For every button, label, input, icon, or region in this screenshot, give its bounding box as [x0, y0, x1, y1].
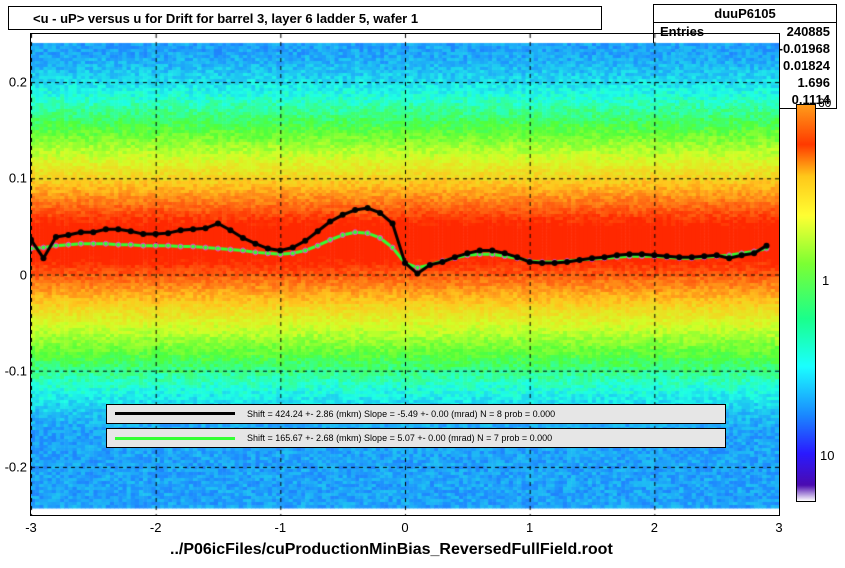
y-tick: -0.2: [1, 459, 27, 474]
root-plot: <u - uP> versus u for Drift for barrel 3…: [0, 0, 845, 568]
legend-row: Shift = 424.24 +- 2.86 (mkm) Slope = -5.…: [106, 404, 726, 424]
y-tick: 0.1: [1, 171, 27, 186]
plot-area: -0.2-0.100.10.2 -3-2-10123 Shift = 424.2…: [30, 33, 780, 516]
plot-title: <u - uP> versus u for Drift for barrel 3…: [8, 6, 602, 30]
x-tick: -1: [275, 520, 287, 535]
stats-name: duuP6105: [654, 5, 836, 23]
y-tick: -0.1: [1, 363, 27, 378]
x-tick: 0: [401, 520, 408, 535]
colorbar-max-label: 60: [818, 96, 831, 110]
legend-row: Shift = 165.67 +- 2.68 (mkm) Slope = 5.0…: [106, 428, 726, 448]
colorbar-tick-1: 1: [822, 273, 829, 288]
x-tick: 1: [526, 520, 533, 535]
x-tick: -3: [25, 520, 37, 535]
x-axis-label: ../P06icFiles/cuProductionMinBias_Revers…: [170, 541, 613, 559]
x-tick: 2: [651, 520, 658, 535]
stats-meanx-value: -0.01968: [779, 40, 830, 57]
y-tick: 0.2: [1, 75, 27, 90]
colorbar: [796, 104, 816, 502]
legend-text: Shift = 165.67 +- 2.68 (mkm) Slope = 5.0…: [247, 433, 552, 443]
legend-text: Shift = 424.24 +- 2.86 (mkm) Slope = -5.…: [247, 409, 555, 419]
stats-meany-value: 0.01824: [783, 57, 830, 74]
legend-line: [115, 412, 235, 415]
legend-line: [115, 437, 235, 440]
y-tick: 0: [1, 267, 27, 282]
x-tick: -2: [150, 520, 162, 535]
colorbar-tick-10: 10: [820, 448, 834, 463]
stats-rmsx-value: 1.696: [797, 74, 830, 91]
stats-entries-value: 240885: [787, 23, 830, 40]
x-tick: 3: [775, 520, 782, 535]
